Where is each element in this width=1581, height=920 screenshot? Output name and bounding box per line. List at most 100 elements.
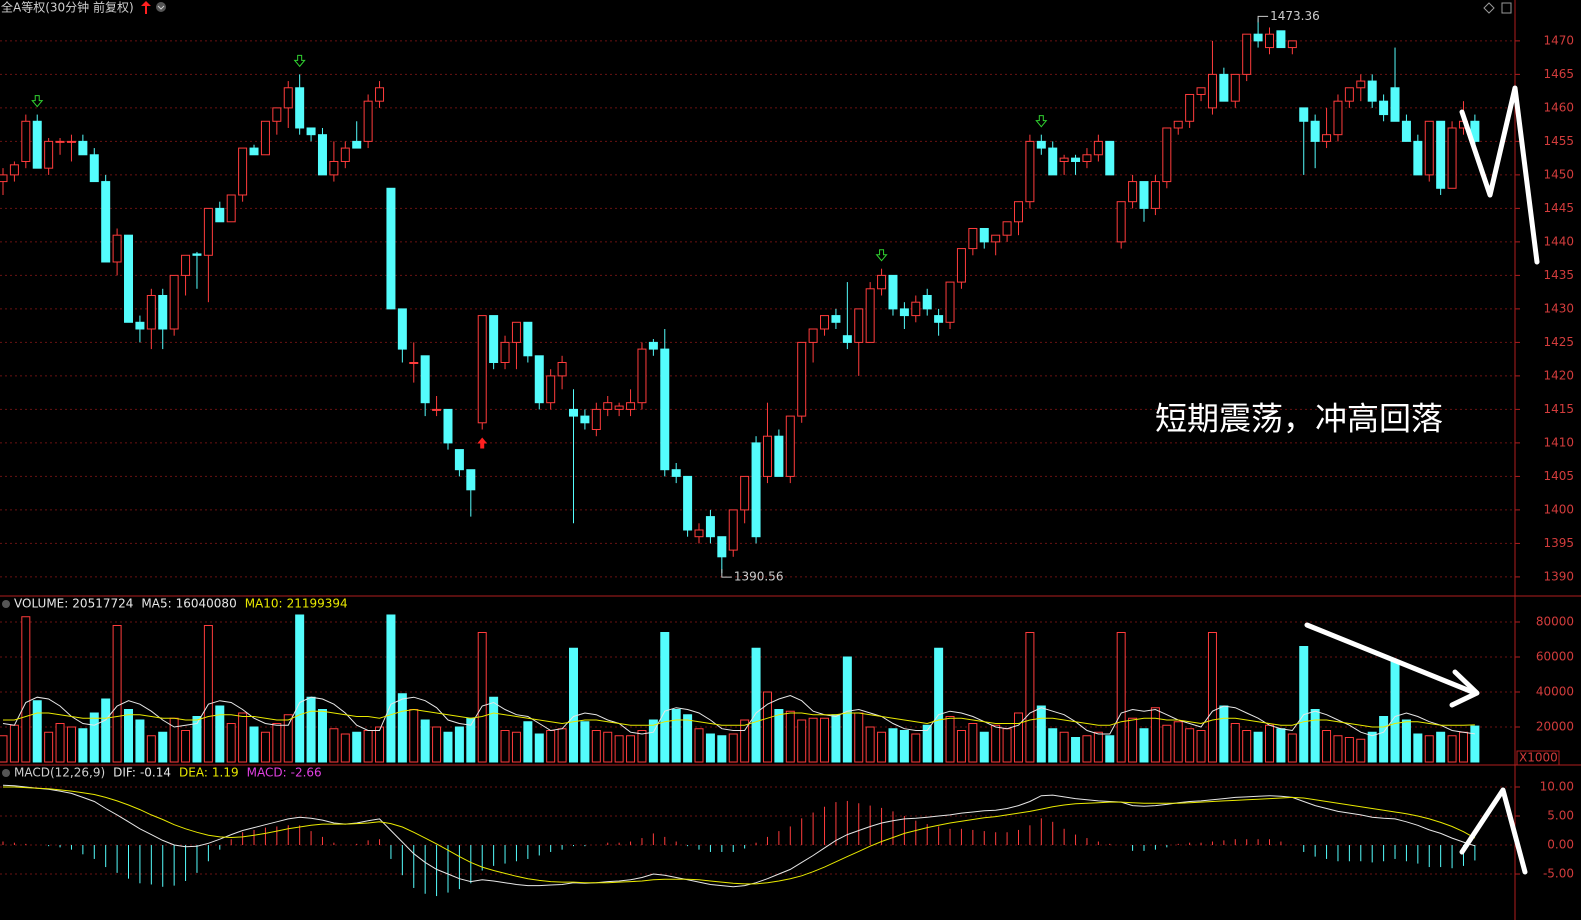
volume-bar	[1390, 659, 1400, 763]
panel-icon[interactable]	[1501, 2, 1512, 14]
candle-body	[0, 174, 8, 183]
volume-bar	[226, 722, 236, 763]
candle-body	[1105, 140, 1115, 176]
unit-box	[1516, 750, 1560, 766]
annotation: 短期震荡，冲高回落	[1155, 400, 1443, 436]
candle-body	[192, 253, 202, 256]
candle-body	[546, 375, 556, 404]
candle-body	[1196, 87, 1206, 95]
volume-bar	[1230, 722, 1240, 763]
volume-bar	[1299, 645, 1309, 763]
volume-bar	[1265, 724, 1275, 763]
volume-bar	[751, 647, 761, 763]
candle-body	[1436, 120, 1446, 189]
y-tick-label: 1405	[1543, 469, 1574, 483]
candle-body	[728, 509, 738, 551]
candle-body	[1150, 181, 1160, 209]
volume-bar	[1219, 705, 1229, 763]
candle-body	[32, 120, 42, 169]
hand-drawing	[1304, 85, 1540, 875]
candle-body	[329, 160, 339, 176]
candle-body	[375, 87, 385, 102]
candle-body	[774, 435, 784, 477]
volume-bar	[363, 729, 373, 763]
volume-bar	[648, 719, 658, 763]
volume-bar	[1002, 728, 1012, 763]
candle-body	[683, 475, 693, 531]
y-tick-label: 5.00	[1547, 809, 1574, 823]
candle-body	[1356, 80, 1366, 89]
y-tick-label: 1395	[1543, 536, 1574, 550]
candle-body	[181, 254, 191, 276]
candle-body	[397, 308, 407, 350]
volume-bar	[911, 733, 921, 763]
legend-value: 1.19	[212, 766, 239, 780]
candle-body	[1424, 120, 1434, 176]
candle-body	[386, 187, 396, 310]
high-label: 1473.36	[1270, 9, 1320, 23]
candle-body	[660, 348, 670, 471]
legend-value: 21199394	[287, 597, 348, 611]
rise-icon[interactable]	[141, 1, 151, 14]
candle-body	[89, 154, 99, 183]
candle-body	[877, 274, 887, 290]
volume-bar	[523, 721, 533, 763]
candle-body	[637, 348, 647, 404]
volume-bar	[546, 729, 556, 763]
volume-bar	[1253, 731, 1263, 763]
legend-label: MA10:	[245, 597, 283, 611]
candle-body	[1299, 107, 1309, 122]
legend-label: DEA:	[179, 766, 208, 780]
volume-bar	[603, 731, 613, 763]
volume-bar	[1401, 719, 1411, 763]
diamond-icon[interactable]	[1483, 2, 1495, 14]
candle-body	[1162, 127, 1172, 183]
volume-bar	[1093, 731, 1103, 763]
y-tick-label: 1470	[1543, 33, 1574, 47]
candle-body	[523, 321, 533, 357]
y-tick-label: 1460	[1543, 100, 1574, 114]
volume-bar	[728, 733, 738, 763]
low-label: 1390.56	[734, 570, 784, 584]
menu-icon[interactable]	[156, 2, 166, 12]
volume-bar	[1048, 728, 1058, 763]
candle-body	[112, 234, 122, 263]
sell-signal	[293, 54, 306, 68]
candle-body	[603, 402, 613, 410]
volume-bar	[1185, 728, 1195, 763]
candle-body	[899, 308, 909, 317]
volume-bar	[899, 729, 909, 763]
legend-label: DIF:	[113, 766, 136, 780]
candle-body	[740, 475, 750, 511]
candle-body	[511, 321, 521, 343]
volume-bar	[66, 726, 76, 763]
volume-bar	[1139, 728, 1149, 763]
sell-signal	[31, 95, 44, 108]
candle-body	[1048, 147, 1058, 176]
macd-line	[3, 786, 1476, 885]
volume-bar	[683, 714, 693, 763]
y-tick-label: 1455	[1543, 134, 1574, 148]
candle-body	[979, 227, 989, 243]
volume-bar	[317, 708, 327, 763]
candle-body	[78, 140, 88, 156]
leader-line	[1257, 15, 1269, 23]
volume-bar	[740, 719, 750, 763]
zigzag-stroke	[1459, 85, 1540, 265]
volume-bar	[945, 715, 955, 763]
candle-body	[717, 536, 727, 558]
buy-signal	[477, 437, 488, 449]
y-tick-label: -5.00	[1543, 867, 1574, 881]
volume-bar	[443, 731, 453, 763]
volume-bar	[9, 724, 19, 763]
volume-bar	[32, 700, 42, 763]
volume-bar	[397, 693, 407, 763]
y-tick-label: 1465	[1543, 67, 1574, 81]
candle-body	[842, 335, 852, 343]
candle-body	[534, 355, 544, 404]
macd-line	[2, 784, 1476, 888]
volume-bar	[1162, 724, 1172, 763]
volume-bar	[1458, 731, 1468, 763]
marks: 1390 1395 1400 1405 1410 1415 1420 1425 1430 1435…	[0, 9, 1574, 897]
